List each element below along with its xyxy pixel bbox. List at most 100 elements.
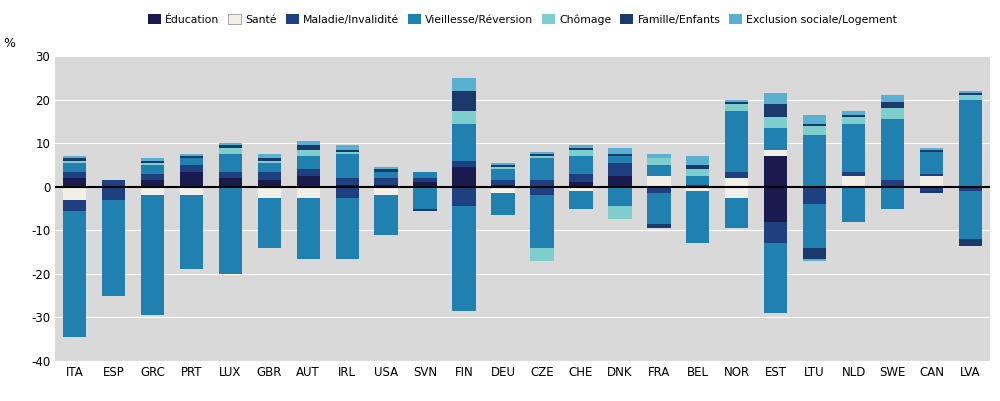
Bar xyxy=(764,104,787,117)
Bar xyxy=(647,176,671,187)
Bar xyxy=(336,154,359,178)
Bar xyxy=(374,167,398,169)
Bar xyxy=(920,148,943,150)
Bar xyxy=(647,158,671,165)
Bar xyxy=(258,161,281,163)
Bar xyxy=(452,187,476,207)
Bar xyxy=(764,243,787,313)
Bar xyxy=(842,117,865,124)
Bar xyxy=(141,174,164,180)
Bar xyxy=(569,174,593,182)
Bar xyxy=(530,152,554,154)
Bar xyxy=(842,187,865,222)
Bar xyxy=(881,180,904,187)
Bar xyxy=(608,176,632,187)
Bar xyxy=(764,187,787,222)
Bar xyxy=(180,165,203,172)
Bar xyxy=(336,178,359,184)
Bar xyxy=(297,156,320,169)
Bar xyxy=(686,169,709,176)
Bar xyxy=(725,100,748,102)
Bar xyxy=(920,150,943,152)
Bar xyxy=(102,200,125,296)
Bar xyxy=(258,158,281,161)
Bar xyxy=(959,100,982,187)
Bar xyxy=(258,172,281,180)
Bar xyxy=(258,198,281,248)
Bar xyxy=(725,111,748,172)
Bar xyxy=(881,102,904,108)
Bar xyxy=(764,222,787,243)
Bar xyxy=(686,165,709,169)
Bar xyxy=(336,152,359,154)
Bar xyxy=(842,172,865,176)
Bar xyxy=(336,146,359,150)
Bar xyxy=(959,91,982,93)
Bar xyxy=(647,165,671,176)
Bar xyxy=(180,195,203,269)
Bar xyxy=(569,182,593,187)
Bar xyxy=(530,187,554,195)
Bar xyxy=(569,187,593,191)
Bar xyxy=(336,184,359,187)
Bar xyxy=(219,148,242,154)
Bar xyxy=(959,95,982,100)
Bar xyxy=(491,187,515,193)
Bar xyxy=(803,204,826,248)
Bar xyxy=(102,180,125,187)
Bar xyxy=(63,156,86,158)
Bar xyxy=(491,165,515,167)
Bar xyxy=(920,152,943,174)
Bar xyxy=(336,187,359,198)
Bar xyxy=(141,163,164,165)
Bar xyxy=(725,104,748,111)
Bar xyxy=(219,178,242,187)
Bar xyxy=(803,134,826,187)
Bar xyxy=(297,169,320,176)
Bar xyxy=(569,150,593,156)
Bar xyxy=(569,148,593,150)
Bar xyxy=(180,187,203,195)
Bar xyxy=(491,167,515,169)
Bar xyxy=(297,198,320,259)
Bar xyxy=(63,200,86,211)
Bar xyxy=(647,193,671,224)
Bar xyxy=(413,172,437,178)
Bar xyxy=(725,172,748,178)
Bar xyxy=(608,207,632,219)
Bar xyxy=(569,191,593,209)
Bar xyxy=(764,128,787,150)
Bar xyxy=(413,182,437,187)
Bar xyxy=(803,187,826,204)
Bar xyxy=(959,93,982,95)
Bar xyxy=(413,209,437,211)
Bar xyxy=(530,158,554,180)
Bar xyxy=(141,165,164,174)
Bar xyxy=(219,187,242,274)
Bar xyxy=(959,239,982,245)
Bar xyxy=(63,178,86,187)
Bar xyxy=(141,161,164,163)
Bar xyxy=(258,187,281,198)
Bar xyxy=(725,198,748,228)
Bar xyxy=(374,169,398,172)
Bar xyxy=(297,176,320,187)
Bar xyxy=(374,195,398,235)
Bar xyxy=(491,193,515,215)
Bar xyxy=(881,108,904,119)
Bar xyxy=(647,187,671,193)
Bar xyxy=(258,154,281,158)
Bar xyxy=(569,146,593,148)
Bar xyxy=(452,167,476,187)
Bar xyxy=(63,172,86,178)
Bar xyxy=(686,184,709,187)
Bar xyxy=(297,187,320,198)
Bar xyxy=(297,150,320,156)
Bar xyxy=(686,156,709,165)
Bar xyxy=(219,146,242,148)
Bar xyxy=(764,150,787,156)
Bar xyxy=(219,143,242,146)
Bar xyxy=(647,224,671,228)
Bar xyxy=(336,198,359,259)
Bar xyxy=(491,163,515,165)
